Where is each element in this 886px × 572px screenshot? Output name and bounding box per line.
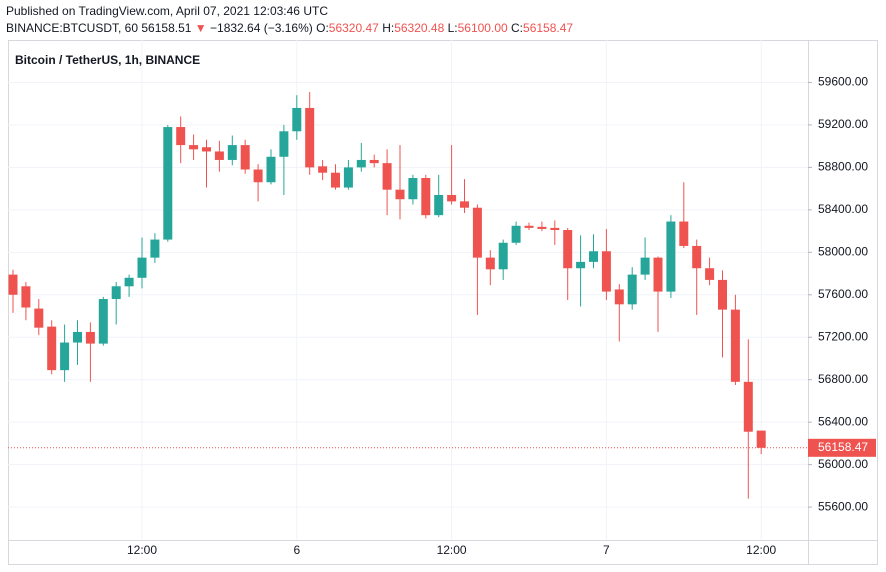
- close-value: 56158.47: [523, 21, 574, 35]
- candle-body: [743, 381, 753, 432]
- y-tick-label: 58400.00: [818, 202, 868, 216]
- high-label: H:: [382, 21, 395, 35]
- y-tick-label: 59200.00: [818, 117, 868, 131]
- candle-body: [705, 268, 715, 280]
- change: −1832.64 (−3.16%): [210, 21, 313, 35]
- candle-body: [34, 308, 44, 328]
- quote-line: BINANCE:BTCUSDT, 60 56158.51 ▼ −1832.64 …: [6, 21, 573, 35]
- candle-body: [692, 245, 702, 269]
- x-tick-label: 7: [603, 543, 610, 557]
- candle-body: [524, 225, 534, 228]
- candle-body: [614, 289, 624, 305]
- candle-body: [331, 172, 340, 188]
- y-tick-label: 55600.00: [818, 499, 868, 513]
- candle-body: [601, 251, 611, 292]
- y-tick-label: 57200.00: [818, 329, 868, 343]
- down-arrow: ▼: [194, 21, 207, 35]
- candle-body: [98, 299, 108, 344]
- candle-body: [214, 151, 224, 160]
- candle-body: [369, 159, 379, 164]
- published-line: Published on TradingView.com, April 07, …: [6, 4, 328, 18]
- last-price-label: 56158.47: [818, 440, 868, 454]
- candle-body: [563, 230, 573, 269]
- candle-body: [756, 430, 766, 448]
- candle-body: [627, 274, 637, 305]
- low-value: 56100.00: [457, 21, 508, 35]
- candle-body: [718, 279, 727, 310]
- candle-body: [227, 145, 237, 160]
- candle-body: [253, 169, 263, 183]
- candle-body: [47, 326, 57, 371]
- candle-body: [163, 127, 173, 240]
- y-tick-label: 59600.00: [818, 75, 868, 89]
- y-tick-label: 57600.00: [818, 287, 868, 301]
- close-label: C:: [511, 21, 524, 35]
- candle-body: [640, 257, 650, 275]
- candle-body: [679, 221, 689, 246]
- last-price-box: [808, 438, 876, 457]
- candle-body: [550, 227, 560, 231]
- candle-body: [356, 159, 366, 168]
- chart-title: Bitcoin / TetherUS, 1h, BINANCE: [15, 53, 200, 67]
- low-label: L:: [447, 21, 458, 35]
- candle-body: [150, 239, 160, 258]
- open-value: 56320.47: [328, 21, 379, 35]
- y-tick-label: 56000.00: [818, 457, 868, 471]
- candle-body: [447, 194, 457, 202]
- candle-body: [318, 166, 328, 173]
- candle-body: [730, 309, 740, 382]
- y-tick-label: 58000.00: [818, 244, 868, 258]
- candle-body: [382, 163, 392, 190]
- symbol: BINANCE:BTCUSDT, 60: [6, 21, 139, 35]
- last-value: 56158.51: [141, 21, 192, 35]
- candle-body: [176, 127, 186, 146]
- high-value: 56320.48: [394, 21, 445, 35]
- candle-body: [202, 147, 211, 152]
- candle-body: [421, 178, 431, 216]
- candle-body: [8, 274, 18, 295]
- candle-body: [189, 145, 199, 150]
- chart-frame: [8, 40, 878, 565]
- candle-body: [73, 331, 82, 343]
- candle-body: [498, 242, 508, 270]
- candle-body: [240, 145, 250, 170]
- candle-body: [666, 221, 676, 292]
- candle-body: [137, 257, 147, 278]
- candle-body: [408, 178, 418, 200]
- x-tick-label: 12:00: [127, 543, 157, 557]
- candle-body: [21, 286, 31, 308]
- candle-body: [460, 201, 469, 208]
- open-label: O:: [316, 21, 329, 35]
- candle-body: [279, 131, 289, 157]
- y-tick-label: 58800.00: [818, 160, 868, 174]
- y-tick-label: 56800.00: [818, 372, 868, 386]
- candle-body: [305, 107, 315, 168]
- candle-body: [124, 277, 134, 287]
- x-tick-label: 6: [293, 543, 300, 557]
- candle-body: [266, 156, 276, 183]
- candle-body: [292, 107, 302, 132]
- candle-body: [395, 189, 405, 200]
- y-tick-label: 56400.00: [818, 414, 868, 428]
- candle-body: [537, 226, 547, 229]
- candle-body: [85, 331, 95, 344]
- candle-body: [589, 251, 598, 262]
- candle-body: [653, 257, 663, 292]
- candle-body: [576, 261, 586, 269]
- candle-body: [472, 207, 482, 258]
- candle-body: [343, 167, 353, 188]
- candle-body: [434, 194, 444, 216]
- candle-body: [511, 225, 521, 243]
- x-tick-label: 12:00: [437, 543, 467, 557]
- candle-body: [111, 286, 121, 300]
- x-tick-label: 12:00: [746, 543, 776, 557]
- candle-body: [60, 342, 70, 371]
- candle-body: [485, 257, 495, 270]
